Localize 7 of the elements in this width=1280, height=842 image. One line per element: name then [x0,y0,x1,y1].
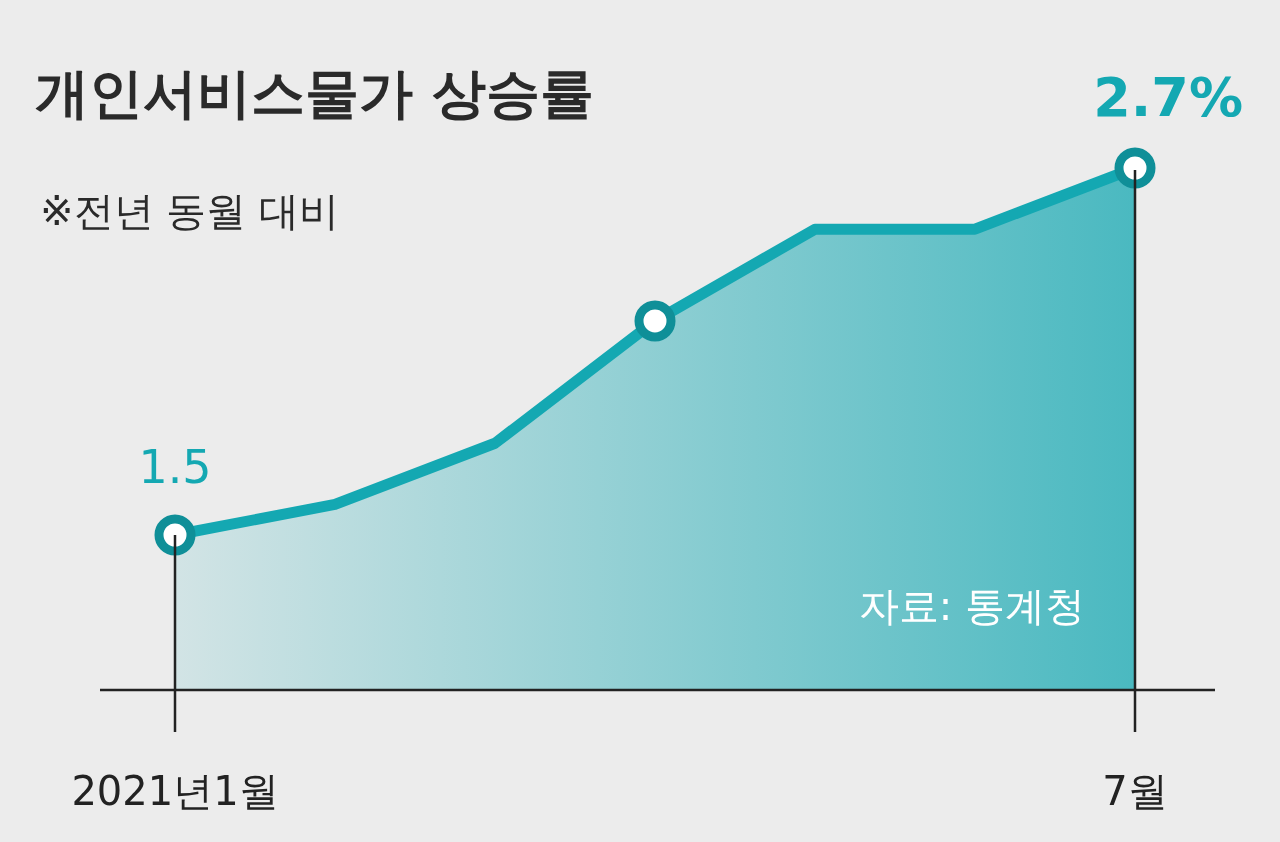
x-tick-label: 7월 [1102,768,1168,814]
chart-title: 개인서비스물가 상승률 [35,62,594,125]
x-tick-label: 2021년1월 [71,768,279,814]
annotation: 자료: 통계청 [858,583,1085,629]
text: ※전년 동월 대비 [40,188,339,234]
data-label: 2.7% [1093,66,1243,129]
data-label: 1.5 [138,440,212,494]
